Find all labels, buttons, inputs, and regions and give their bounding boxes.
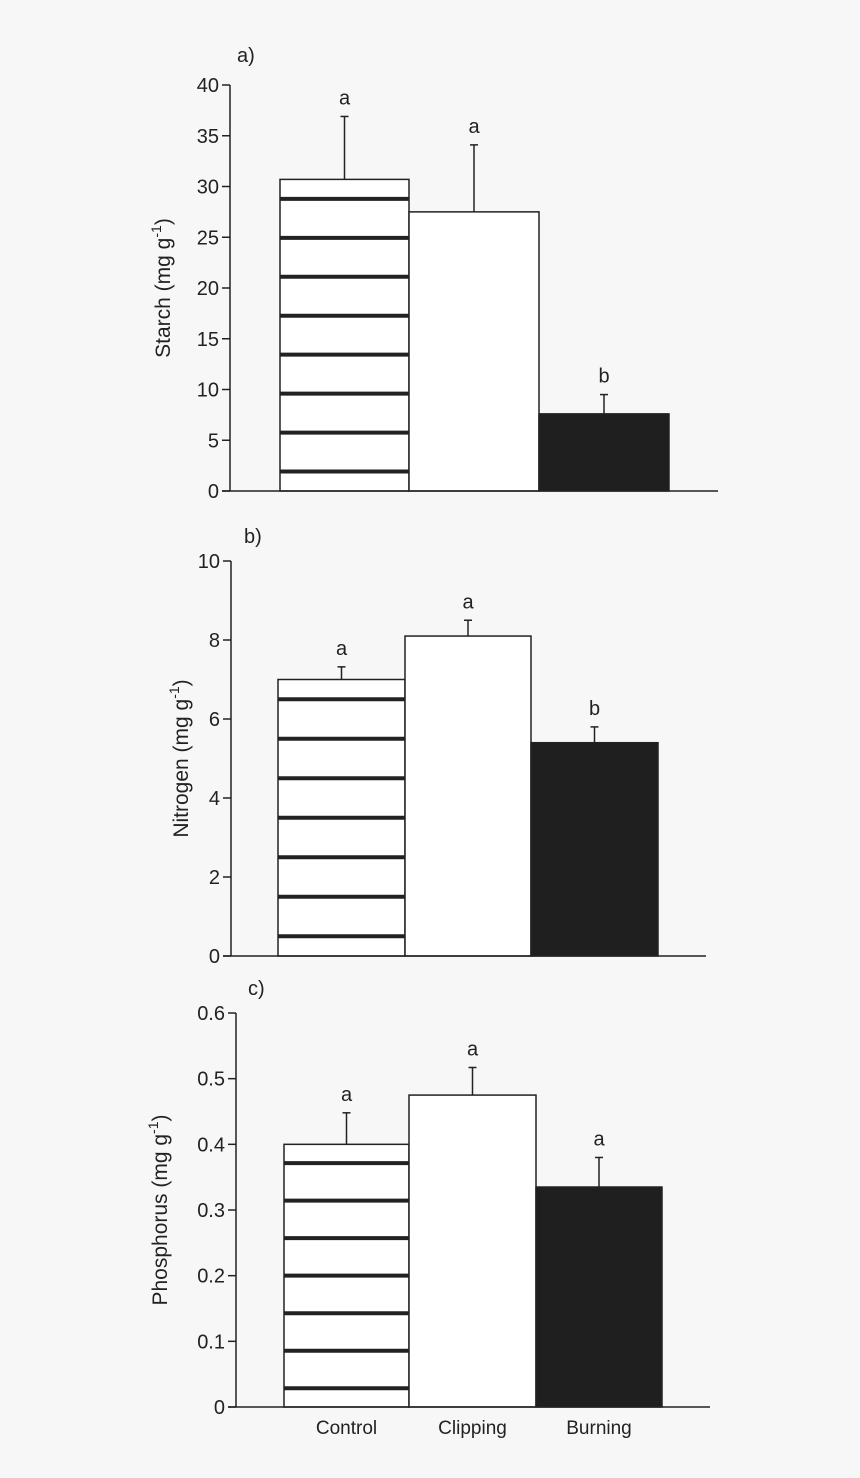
panel-2: b) Nitrogen (mg g-1) a a b 0 2 4 6 8 10 <box>166 526 706 968</box>
y-tick-label: 35 <box>197 126 219 148</box>
significance-label: a <box>339 87 351 109</box>
bar-control <box>279 178 410 492</box>
bar-burning <box>535 1186 663 1408</box>
y-axis-title-superscript: -1 <box>148 225 164 238</box>
bar-burning <box>530 741 659 957</box>
panel-1: a) Starch (mg g-1) a a b 0 5 10 15 20 25 30 35 40 <box>148 45 718 503</box>
y-axis-title: Starch (mg g-1) <box>148 218 175 358</box>
y-axis-title-end: ) <box>170 679 193 686</box>
y-tick-label: 0.2 <box>197 1266 225 1288</box>
y-tick-label: 0 <box>214 1397 225 1419</box>
significance-label: b <box>589 698 600 720</box>
y-tick-label: 0.6 <box>197 1003 225 1025</box>
bar-clipping <box>404 635 532 957</box>
panel-label: c) <box>248 978 265 1000</box>
bar-clipping <box>408 211 540 492</box>
panel-label: b) <box>244 526 262 548</box>
y-tick-label: 4 <box>209 788 220 810</box>
y-tick-label: 5 <box>208 430 219 452</box>
y-tick-label: 0 <box>208 481 219 503</box>
y-tick-label: 0.4 <box>197 1134 225 1156</box>
panel-3: c) Phosphorus (mg g-1) a Control a Clipping a B… <box>145 978 710 1439</box>
y-axis-title-end: ) <box>152 218 175 225</box>
y-axis-title: Phosphorus (mg g-1) <box>145 1114 172 1305</box>
y-tick-label: 40 <box>197 75 219 97</box>
y-axis-title-main: Starch (mg g <box>152 238 175 358</box>
y-axis-title-superscript: -1 <box>166 686 182 699</box>
significance-label: a <box>336 638 348 660</box>
y-axis-title-end: ) <box>149 1114 172 1121</box>
y-tick-label: 8 <box>209 630 220 652</box>
y-tick-label: 0 <box>209 946 220 968</box>
significance-label: a <box>462 591 474 613</box>
y-tick-label: 15 <box>197 329 219 351</box>
panels: a)Starch (mg g-1)aab0510152025303540b)Ni… <box>145 45 718 1439</box>
y-tick-label: 30 <box>197 177 219 199</box>
significance-label: b <box>598 366 609 388</box>
y-tick-label: 0.1 <box>197 1331 225 1353</box>
bar-clipping <box>408 1094 537 1408</box>
bar-burning <box>538 413 670 492</box>
y-tick-label: 2 <box>209 867 220 889</box>
significance-label: a <box>341 1084 353 1106</box>
panel-label: a) <box>237 45 255 67</box>
category-label-burning: Burning <box>566 1418 632 1439</box>
significance-label: a <box>468 116 480 138</box>
category-label-control: Control <box>316 1418 377 1439</box>
y-tick-label: 25 <box>197 227 219 249</box>
significance-label: a <box>593 1128 605 1150</box>
y-axis-title-main: Phosphorus (mg g <box>149 1134 172 1306</box>
category-label-clipping: Clipping <box>438 1418 507 1439</box>
y-tick-label: 10 <box>197 380 219 402</box>
y-tick-label: 10 <box>198 551 220 573</box>
y-tick-label: 0.5 <box>197 1069 225 1091</box>
y-axis-title: Nitrogen (mg g-1) <box>166 679 193 837</box>
significance-label: a <box>467 1039 479 1061</box>
y-tick-label: 20 <box>197 278 219 300</box>
y-axis-title-main: Nitrogen (mg g <box>170 699 193 838</box>
y-tick-label: 6 <box>209 709 220 731</box>
y-axis-title-superscript: -1 <box>145 1121 161 1134</box>
y-tick-label: 0.3 <box>197 1200 225 1222</box>
